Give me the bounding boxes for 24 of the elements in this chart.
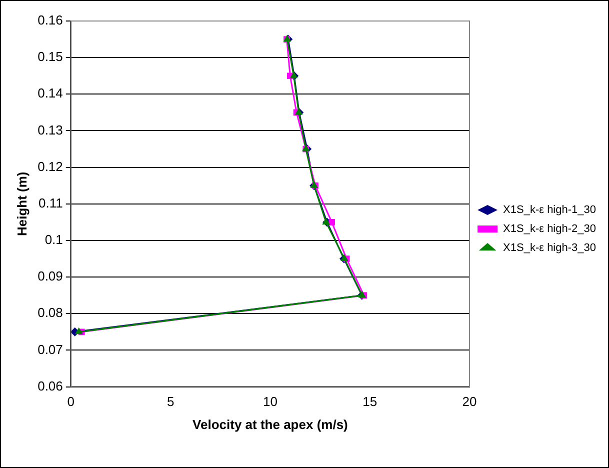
x-tick-label: 0 [67,394,75,410]
y-tick-label: 0.08 [38,305,63,320]
x-tick-label: 20 [462,394,477,410]
point [328,219,335,226]
legend-label: X1S_k-ε high-2_30 [503,223,596,236]
y-tick-label: 0.06 [38,378,63,394]
y-axis-title: Height (m) [14,172,30,236]
point [74,327,83,334]
y-tick-label: 0.12 [38,158,63,174]
y-tick-label: 0.16 [38,12,63,28]
x-tick-label: 10 [262,394,278,410]
x-axis-title: Velocity at the apex (m/s) [192,416,348,432]
x-tick-label: 15 [362,394,378,410]
x-tick-label: 5 [166,394,174,410]
y-tick-label: 0.09 [38,268,63,284]
point [322,218,330,224]
legend-label: X1S_k-ε high-1_30 [503,204,596,216]
y-tick-label: 0.14 [38,86,63,101]
y-tick-label: 0.1 [44,232,63,248]
y-tick-label: 0.07 [38,342,63,357]
y-tick-label: 0.15 [38,49,63,64]
y-tick-label: 0.11 [38,195,63,210]
legend-label: X1S_k-ε high-3_30 [503,242,596,254]
y-tick-label: 0.13 [38,122,63,138]
